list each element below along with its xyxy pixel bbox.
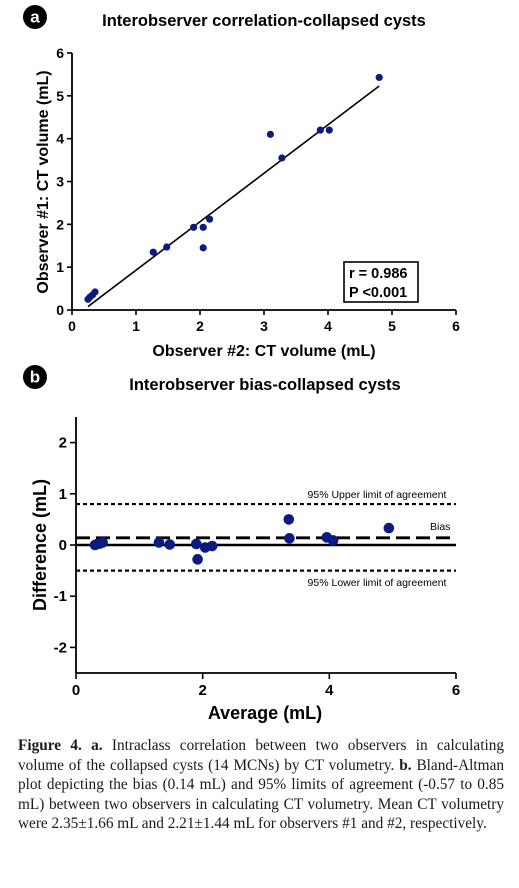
chart-a-y-tick-label: 6: [56, 45, 64, 61]
chart-b-y-tick-label: -1: [54, 588, 67, 605]
data-point: [192, 554, 203, 565]
stats-r-value: r = 0.986: [349, 266, 407, 282]
data-point: [283, 514, 295, 525]
panel-b: b Interobserver bias-collapsed cysts 0 2 4…: [23, 365, 460, 723]
chart-b-plot: 0 2 4 6 2 1 0 -1 -2: [54, 417, 460, 699]
chart-a-x-tick-label: 0: [68, 318, 76, 334]
panel-a-badge: [23, 5, 47, 29]
chart-b-x-tick-label: 6: [452, 682, 460, 699]
panel-b-badge-label: b: [30, 368, 40, 387]
figure-caption: Figure 4. a. Intraclass correlation betw…: [18, 736, 504, 834]
data-point: [149, 248, 157, 256]
figure-canvas: a Interobserver correlation-collapsed cy…: [23, 5, 460, 723]
chart-a-x-tick-label: 3: [260, 318, 268, 334]
chart-b-x-tick-label: 2: [198, 682, 206, 699]
chart-a-y-tick-label: 0: [56, 302, 64, 318]
chart-a-x-tick-label: 5: [388, 318, 396, 334]
data-point: [199, 223, 207, 231]
chart-b-y-tick-label: 1: [59, 486, 67, 503]
data-point: [199, 244, 207, 252]
chart-a-y-tick-label: 1: [56, 259, 64, 275]
panel-b-badge: [23, 365, 47, 389]
stats-box: r = 0.986 P <0.001: [343, 261, 419, 303]
chart-a-title: Interobserver correlation-collapsed cyst…: [102, 12, 426, 30]
chart-b-x-tick-label: 4: [325, 682, 334, 699]
chart-a-x-tick-label: 1: [132, 318, 140, 334]
stats-box-frame: [343, 261, 419, 303]
chart-a-ylabel: Observer #1: CT volume (mL): [35, 70, 52, 293]
chart-a-y-tick-label: 3: [56, 174, 64, 190]
data-point: [316, 126, 324, 134]
data-point: [284, 533, 295, 544]
panel-a-badge-label: a: [30, 8, 40, 27]
data-point: [163, 243, 171, 251]
chart-a-x-tick-label: 2: [196, 318, 204, 334]
lower-loa-label: 95% Lower limit of agreement: [308, 577, 447, 589]
data-point: [266, 130, 274, 138]
panel-a: a Interobserver correlation-collapsed cy…: [23, 5, 460, 360]
data-point: [206, 540, 218, 552]
caption-part-a-label: a.: [91, 737, 103, 754]
caption-part-a-text: Intraclass correlation between two obser…: [18, 737, 504, 774]
data-point: [278, 154, 286, 162]
caption-part-b-text: Bland-Altman plot depicting the bias (0.…: [18, 756, 505, 833]
chart-b-y-tick-label: 0: [59, 537, 67, 554]
data-point: [97, 537, 108, 548]
upper-loa-label: 95% Upper limit of agreement: [308, 489, 447, 501]
data-point: [91, 288, 99, 296]
chart-b-y-tick-label: -2: [54, 639, 67, 656]
data-point: [164, 539, 176, 550]
chart-b-x-tick-label: 0: [72, 682, 80, 699]
caption-figure-label: Figure 4.: [18, 737, 82, 754]
data-point: [153, 537, 165, 548]
caption-part-b-label: b.: [399, 756, 412, 774]
chart-a-xlabel: Observer #2: CT volume (mL): [152, 343, 375, 360]
bias-label: Bias: [430, 521, 450, 533]
chart-a-x-tick-label: 6: [452, 318, 460, 334]
data-point: [375, 73, 383, 82]
chart-b-title: Interobserver bias-collapsed cysts: [129, 376, 400, 394]
chart-a-y-tick-label: 2: [56, 216, 64, 232]
data-point: [206, 215, 214, 223]
chart-a-plot: 0 1 2 3 4 5 6 0 1 2 3 4 5 6: [56, 45, 460, 334]
data-point: [325, 126, 333, 134]
data-point: [383, 522, 395, 534]
chart-a-y-tick-label: 5: [56, 88, 64, 104]
regression-line: [87, 85, 380, 308]
chart-b-y-tick-label: 2: [59, 435, 67, 452]
stats-p-value: P <0.001: [349, 285, 407, 301]
data-point: [190, 223, 198, 231]
chart-a-y-tick-label: 4: [56, 131, 64, 147]
chart-a-x-tick-label: 4: [324, 318, 332, 334]
data-point: [327, 535, 339, 546]
chart-b-xlabel: Average (mL): [208, 703, 322, 723]
data-point: [191, 538, 202, 550]
chart-b-ylabel: Difference (mL): [30, 479, 50, 611]
